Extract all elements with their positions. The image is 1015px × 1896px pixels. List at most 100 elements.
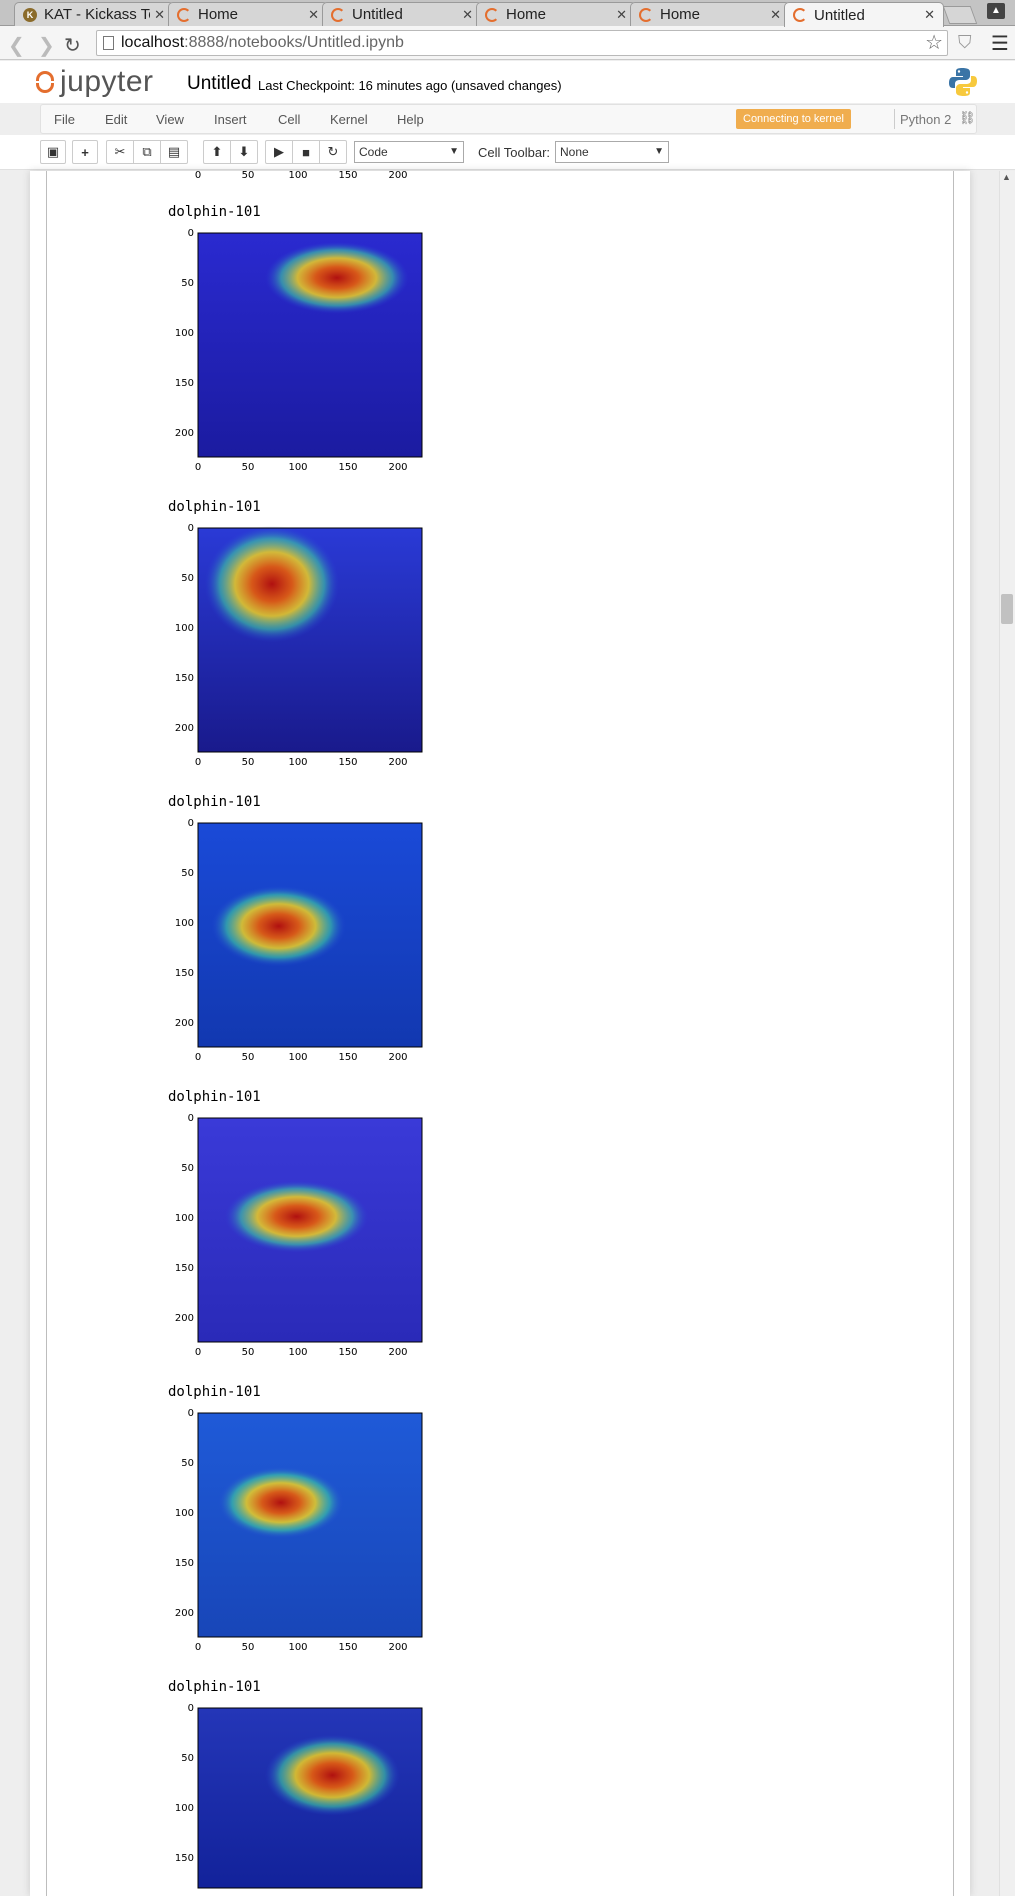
address-bar[interactable]: localhost:8888/notebooks/Untitled.ipynb … (96, 30, 948, 56)
y-tick-label: 150 (175, 673, 194, 684)
jupyter-icon (639, 7, 653, 22)
y-tick-label: 100 (175, 1803, 194, 1814)
menu-cell[interactable]: Cell (278, 112, 301, 127)
page-scrollbar[interactable] (999, 171, 1015, 1896)
menu-file[interactable]: File (54, 112, 75, 127)
browser-menu-icon[interactable]: ☰ (991, 33, 1009, 55)
close-icon[interactable]: ✕ (462, 6, 473, 22)
close-icon[interactable]: ✕ (308, 6, 319, 22)
cell-type-select[interactable]: Code ▼ (354, 141, 464, 163)
output-item: dolphin-101 0 50 100 150 200 0 50 100 150 200 (160, 499, 460, 789)
x-tick-label: 100 (288, 1642, 307, 1653)
back-arrow-icon[interactable]: ❮ (8, 35, 25, 57)
x-tick-label: 150 (338, 462, 357, 473)
x-tick-label: 100 (288, 1347, 307, 1358)
x-tick-label: 150 (338, 1052, 357, 1063)
copy-icon[interactable]: ⧉ (133, 140, 161, 164)
browser-tab-home-2[interactable]: Home ✕ (476, 2, 636, 26)
heatmap-plot: 0 50 100 150 200 0 50 100 150 200 (175, 818, 423, 1063)
y-tick-label: 200 (175, 1313, 194, 1324)
x-tick-label: 50 (242, 757, 255, 768)
y-tick-label: 200 (175, 723, 194, 734)
browser-tab-untitled-active[interactable]: Untitled ✕ (784, 2, 944, 27)
caret-down-icon: ▼ (449, 146, 459, 157)
y-tick-label: 50 (181, 868, 194, 879)
x-tick-label: 100 (288, 170, 307, 181)
y-tick-label: 50 (181, 1163, 194, 1174)
run-icon[interactable]: ▶ (265, 140, 293, 164)
paste-icon[interactable]: ▤ (160, 140, 188, 164)
cut-icon[interactable]: ✂ (106, 140, 134, 164)
y-tick-label: 200 (175, 1608, 194, 1619)
menu-kernel[interactable]: Kernel (330, 112, 368, 127)
jupyter-icon (177, 7, 191, 22)
x-tick-label: 50 (242, 462, 255, 473)
close-icon[interactable]: ✕ (924, 7, 935, 22)
kernel-name: Python 2 (900, 112, 952, 127)
new-tab-button[interactable] (942, 6, 978, 24)
y-tick-label: 150 (175, 1853, 194, 1864)
jupyter-logo-icon (36, 69, 54, 95)
heatmap-plot: 0 50 100 150 200 0 50 100 150 200 (175, 1113, 423, 1358)
y-tick-label: 100 (175, 918, 194, 929)
move-up-icon[interactable]: ⬆ (203, 140, 231, 164)
y-tick-label: 50 (181, 278, 194, 289)
x-tick-label: 100 (288, 462, 307, 473)
output-label: dolphin-101 (168, 1679, 261, 1695)
y-tick-label: 50 (181, 573, 194, 584)
browser-tab-home-3[interactable]: Home ✕ (630, 2, 790, 26)
cell-toolbar-label: Cell Toolbar: (478, 145, 551, 160)
user-profile-icon[interactable]: ▲ (987, 3, 1005, 19)
move-button-group: ⬆ ⬇ (203, 140, 258, 164)
heatmap-hotspot (204, 525, 340, 643)
run-button-group: ▶ ■ ↻ (265, 140, 347, 164)
plot-frame (197, 1117, 423, 1343)
insert-cell-below-icon[interactable]: + (72, 140, 98, 164)
close-icon[interactable]: ✕ (154, 6, 165, 22)
close-icon[interactable]: ✕ (616, 6, 627, 22)
tab-title: Home (506, 6, 547, 23)
jupyter-logo[interactable]: jupyter (36, 65, 154, 99)
tab-title: KAT - Kickass To (44, 6, 151, 23)
forward-arrow-icon[interactable]: ❯ (38, 35, 55, 57)
move-down-icon[interactable]: ⬇ (230, 140, 258, 164)
menu-view[interactable]: View (156, 112, 184, 127)
browser-tab-untitled-1[interactable]: Untitled ✕ (322, 2, 482, 26)
x-tick-label: 50 (242, 170, 255, 181)
page-icon (103, 36, 114, 50)
scrollbar-thumb[interactable] (1001, 594, 1013, 624)
save-icon[interactable]: ▣ (40, 140, 66, 164)
jupyter-icon (485, 7, 499, 22)
tab-title: Untitled (814, 6, 865, 24)
x-tick-label: 200 (388, 1642, 407, 1653)
cell-toolbar-select[interactable]: None ▼ (555, 141, 669, 163)
tab-title: Home (198, 6, 239, 23)
scroll-up-arrow-icon[interactable]: ▲ (1002, 172, 1011, 182)
menu-edit[interactable]: Edit (105, 112, 128, 127)
close-icon[interactable]: ✕ (770, 6, 781, 22)
heatmap-plot: 0 50 100 150 200 0 50 100 150 200 (175, 228, 423, 473)
output-item: dolphin-101 0 50 100 150 200 0 50 100 150 200 (160, 1089, 460, 1379)
notebook-name[interactable]: Untitled (187, 73, 252, 94)
stop-icon[interactable]: ■ (292, 140, 320, 164)
tab-title: Home (660, 6, 701, 23)
x-tick-label: 50 (242, 1347, 255, 1358)
url-host: localhost (121, 34, 185, 51)
browser-tab-kat[interactable]: K KAT - Kickass To ✕ (14, 2, 174, 26)
x-tick-label: 0 (195, 1347, 201, 1358)
browser-tab-home-1[interactable]: Home ✕ (168, 2, 328, 26)
checkpoint-status: Last Checkpoint: 16 minutes ago (unsaved… (258, 78, 562, 93)
bookmark-star-icon[interactable]: ☆ (925, 32, 943, 54)
heatmap-hotspot (265, 241, 409, 314)
jupyter-logo-text: jupyter (60, 65, 154, 98)
plot-frame (197, 1707, 423, 1889)
shield-extension-icon[interactable]: ⛉ (958, 32, 972, 52)
kernel-disconnected-icon: ⛓ (959, 110, 976, 125)
menu-insert[interactable]: Insert (214, 112, 247, 127)
cell-toolbar-value: None (560, 145, 589, 159)
y-tick-label: 0 (188, 818, 194, 829)
menu-help[interactable]: Help (397, 112, 424, 127)
reload-icon[interactable]: ↻ (64, 35, 81, 57)
restart-icon[interactable]: ↻ (319, 140, 347, 164)
x-tick-label: 200 (388, 170, 407, 181)
